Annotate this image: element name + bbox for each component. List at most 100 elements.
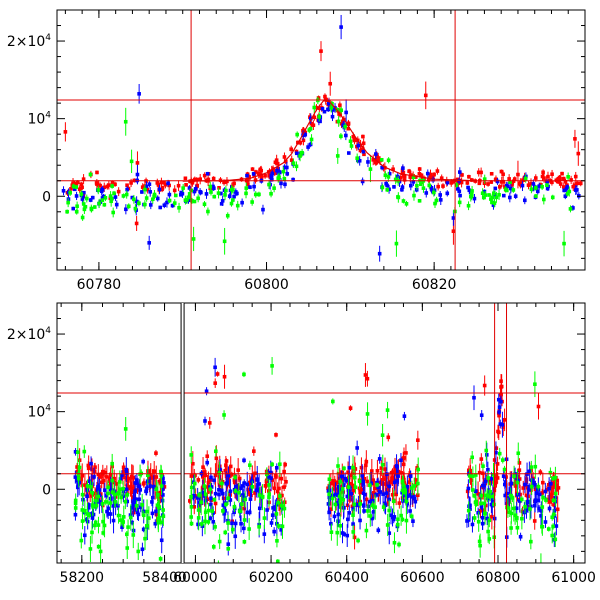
red-point-0 (184, 183, 188, 187)
blue-point-251 (394, 464, 399, 468)
red-point-419 (536, 404, 541, 409)
blue-point-126 (100, 196, 105, 200)
blue-point-111 (147, 182, 152, 187)
green-point-21 (203, 510, 208, 515)
green-point-157 (479, 501, 483, 506)
green-point-102 (331, 399, 335, 404)
red-point-238 (477, 470, 482, 475)
blue-point-167 (247, 510, 252, 515)
green-point-293 (403, 490, 408, 495)
blue-point-332 (468, 503, 472, 508)
blue-point-365 (346, 517, 350, 522)
red-point-269 (248, 482, 252, 487)
green-point-87 (158, 557, 163, 561)
blue-point-140 (114, 202, 119, 207)
red-point-402 (392, 478, 396, 482)
green-point-285 (356, 538, 360, 543)
green-point-153 (492, 191, 496, 196)
red-point-207 (259, 168, 263, 173)
red-point-299 (347, 481, 352, 486)
blue-point-112 (192, 493, 196, 498)
blue-point-187 (522, 198, 527, 203)
red-point-212 (558, 182, 563, 186)
red-point-175 (467, 174, 471, 179)
x-tick-label: 60800 (244, 277, 289, 293)
green-point-2 (353, 485, 358, 489)
blue-point-277 (150, 511, 155, 516)
green-point-154 (76, 472, 81, 477)
green-point-197 (242, 518, 247, 522)
green-point-106 (542, 197, 546, 202)
blue-point-65 (425, 171, 430, 176)
blue-point-308 (479, 504, 484, 509)
blue-point-119 (269, 175, 274, 180)
green-point-59 (247, 527, 251, 531)
blue-point-144 (257, 506, 262, 511)
green-point-3 (147, 516, 151, 520)
red-point-360 (214, 456, 219, 461)
blue-point-152 (431, 177, 435, 182)
red-point-4 (499, 379, 503, 383)
blue-point-320 (332, 514, 337, 519)
blue-point-335 (133, 481, 138, 485)
red-point-142 (301, 138, 306, 143)
green-point-266 (144, 524, 149, 528)
x-tick-label: 61000 (551, 570, 596, 586)
x-tick-label: 60600 (400, 570, 445, 586)
red-point-90 (546, 174, 550, 179)
red-point-169 (563, 179, 568, 184)
y-tick-label: 2×104 (7, 326, 51, 343)
blue-point-366 (503, 493, 507, 498)
red-point-234 (183, 176, 188, 181)
blue-point-64 (192, 189, 197, 194)
green-point-12 (223, 193, 227, 197)
red-point-408 (350, 483, 355, 488)
red-point-323 (359, 465, 364, 470)
blue-point-329 (136, 512, 141, 517)
red-point-358 (555, 507, 560, 512)
blue-point-181 (571, 206, 575, 210)
red-point-367 (331, 479, 335, 483)
green-point-258 (240, 502, 244, 506)
green-point-138 (185, 197, 189, 202)
blue-point-371 (239, 521, 243, 526)
green-point-50 (417, 199, 422, 203)
red-point-39 (346, 126, 350, 131)
red-point-141 (555, 478, 560, 483)
green-point-182 (327, 477, 332, 482)
blue-point-20 (473, 489, 478, 494)
green-point-152 (533, 464, 538, 469)
green-point-53 (74, 209, 79, 214)
blue-point-103 (113, 195, 118, 199)
red-point-97 (362, 152, 366, 157)
red-point-167 (98, 183, 102, 188)
red-point-187 (541, 480, 545, 485)
red-point-266 (573, 137, 577, 141)
blue-point-151 (432, 188, 437, 193)
green-point-243 (237, 509, 242, 513)
red-point-250 (110, 180, 115, 185)
blue-point-23 (221, 503, 226, 507)
green-point-256 (262, 516, 267, 520)
green-point-6 (244, 186, 249, 190)
red-point-322 (191, 461, 195, 466)
blue-point-79 (411, 519, 415, 523)
green-point-52 (348, 139, 353, 144)
blue-point-341 (480, 515, 485, 520)
green-point-129 (433, 201, 437, 206)
green-point-190 (491, 473, 496, 477)
blue-point-57 (251, 172, 256, 176)
green-point-42 (226, 546, 231, 551)
blue-point-237 (354, 503, 359, 507)
green-point-210 (484, 448, 489, 453)
red-point-341 (103, 470, 107, 475)
red-point-179 (274, 475, 278, 479)
blue-point-90 (356, 158, 360, 162)
green-point-246 (265, 472, 269, 477)
axes-frame (56, 9, 586, 271)
series-green (73, 357, 558, 563)
green-point-231 (467, 474, 472, 478)
green-point-245 (116, 513, 121, 518)
red-point-68 (346, 470, 350, 475)
